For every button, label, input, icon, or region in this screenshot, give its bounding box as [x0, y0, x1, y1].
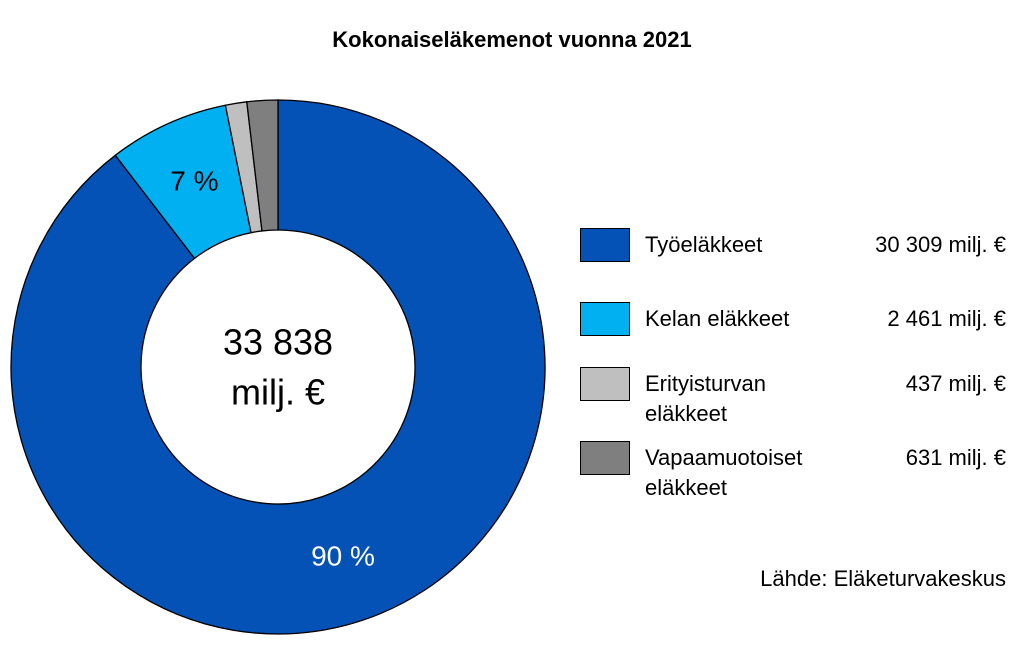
legend-item: Erityisturvan eläkkeet 437 milj. €	[580, 367, 1006, 437]
legend-value: 2 461 milj. €	[887, 306, 1006, 331]
legend-item: Työeläkkeet 30 309 milj. €	[580, 228, 1006, 298]
slice	[246, 99, 279, 232]
legend-item: Kelan eläkkeet 2 461 milj. €	[580, 302, 1006, 372]
slice-label: 90 %	[311, 541, 375, 572]
chart-title: Kokonaiseläkemenot vuonna 2021	[332, 27, 691, 52]
legend-value: 437 milj. €	[905, 371, 1006, 396]
center-label: milj. €	[231, 372, 325, 413]
legend-label: Vapaamuotoiset eläkkeet	[645, 445, 803, 500]
slice	[10, 99, 546, 635]
legend-swatch	[580, 367, 630, 401]
center-label: 33 838	[223, 322, 333, 363]
source: Lähde: Eläketurvakeskus	[760, 566, 1006, 591]
legend-swatch	[580, 441, 630, 475]
legend-label: Työeläkkeet	[645, 232, 763, 257]
legend-swatch	[580, 228, 630, 262]
slices	[10, 99, 546, 635]
legend-label: Erityisturvan eläkkeet	[645, 371, 767, 426]
legend-value: 30 309 milj. €	[875, 232, 1006, 257]
legend-label: Kelan eläkkeet	[645, 306, 790, 331]
legend-value: 631 milj. €	[905, 445, 1006, 470]
legend-swatch	[580, 302, 630, 336]
legend-item: Vapaamuotoiset eläkkeet 631 milj. €	[580, 441, 1006, 511]
slice-label: 7 %	[170, 166, 218, 197]
